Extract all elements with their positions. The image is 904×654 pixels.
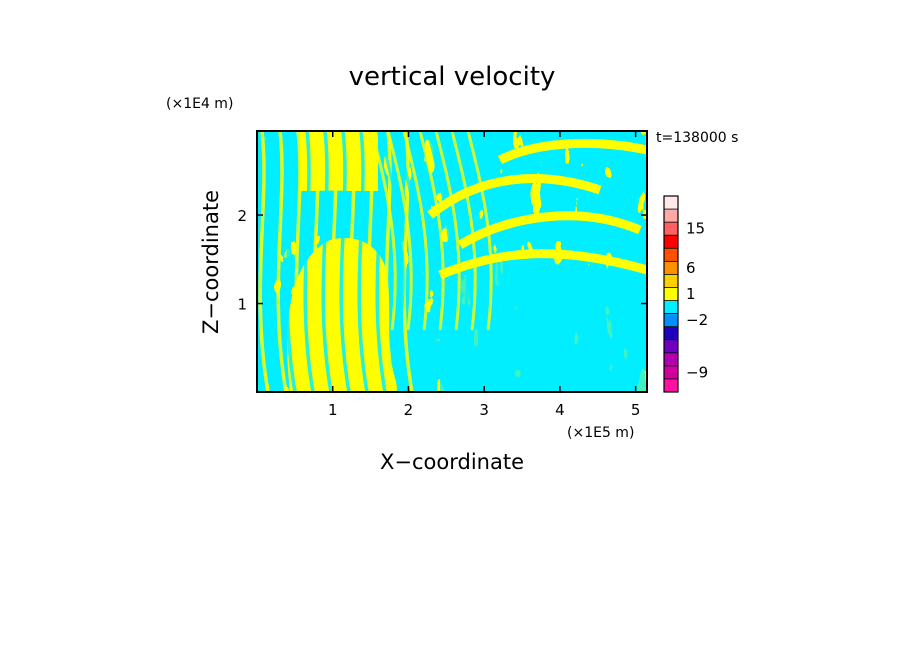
x-tick-label: 5: [631, 401, 641, 419]
positive-band: [427, 174, 602, 219]
x-tick-label: 2: [404, 401, 414, 419]
colorbar-level: [664, 235, 678, 249]
wave-stripe: [370, 131, 397, 331]
x-tick-label: 3: [479, 401, 489, 419]
colorbar-level: [664, 261, 678, 275]
y-ticks: 12: [237, 207, 647, 314]
wave-stripe: [285, 131, 297, 392]
wave-stripe: [402, 131, 414, 392]
colorbar-level: [664, 209, 678, 223]
colorbar-tick-label: 15: [686, 220, 705, 238]
wave-stripe: [402, 131, 429, 331]
x-tick-label: 1: [328, 401, 338, 419]
wave-stripe: [384, 131, 396, 392]
positive-region: [300, 131, 378, 191]
y-unit-label: (×1E4 m): [166, 96, 233, 112]
wave-stripe: [442, 131, 469, 331]
plot-area: [257, 131, 647, 392]
colorbar-tick-label: −9: [686, 363, 708, 381]
colorbar-level: [664, 222, 678, 236]
plot-frame: [256, 130, 648, 393]
positive-band: [438, 249, 647, 280]
wave-stripe: [458, 131, 485, 331]
wave-stripe: [426, 131, 453, 331]
wave-stripe: [378, 131, 405, 331]
positive-band: [497, 138, 647, 165]
wave-stripe: [294, 131, 306, 392]
wave-stripe: [267, 131, 279, 392]
wave-stripe: [321, 131, 333, 392]
wave-stripe: [339, 131, 351, 392]
wave-stripe: [474, 131, 501, 331]
colorbar-level: [664, 352, 678, 366]
wave-stripe: [410, 131, 437, 331]
field-structures: [257, 131, 647, 392]
colorbar-frame: [663, 195, 679, 393]
wave-stripe: [348, 131, 360, 392]
x-ticks: 1 2 3 4 5: [328, 131, 640, 419]
wave-stripe: [411, 131, 423, 392]
time-label: t=138000 s: [656, 130, 738, 146]
x-axis-label: X−coordinate: [380, 450, 524, 474]
colorbar-tick-label: 6: [686, 259, 696, 277]
x-unit-label: (×1E5 m): [567, 425, 634, 441]
colorbar-level: [664, 365, 678, 379]
wave-stripe: [366, 131, 378, 392]
colorbar-level: [664, 287, 678, 301]
colorbar-level: [664, 378, 678, 392]
x-tick-label: 4: [555, 401, 565, 419]
y-axis-label: Z−coordinate: [199, 190, 223, 334]
wave-stripe: [394, 131, 421, 331]
wave-stripe: [312, 131, 324, 392]
colorbar-level: [664, 339, 678, 353]
wave-stripe: [258, 131, 270, 392]
colorbar-level: [664, 196, 678, 210]
wave-stripe: [276, 131, 288, 392]
wave-stripe: [466, 131, 493, 331]
wave-stripe: [393, 131, 405, 392]
wave-stripe: [303, 131, 315, 392]
wave-stripe: [357, 131, 369, 392]
wave-stripe: [386, 131, 413, 331]
chart-title: vertical velocity: [349, 62, 556, 92]
colorbar-tick-label: −2: [686, 311, 708, 329]
positive-band: [457, 211, 642, 249]
wave-stripe: [434, 131, 461, 331]
wave-stripe: [330, 131, 342, 392]
wave-stripe: [418, 131, 445, 331]
wave-stripe: [450, 131, 477, 331]
colorbar: −9 −2 1 6 15: [663, 195, 708, 393]
colorbar-tick-label: 1: [686, 285, 696, 303]
colorbar-level: [664, 326, 678, 340]
colorbar-level: [664, 300, 678, 314]
colorbar-level: [664, 274, 678, 288]
y-tick-label: 1: [237, 296, 247, 314]
colorbar-level: [664, 313, 678, 327]
y-tick-label: 2: [237, 207, 247, 225]
wave-stripe: [375, 131, 387, 392]
colorbar-level: [664, 248, 678, 262]
